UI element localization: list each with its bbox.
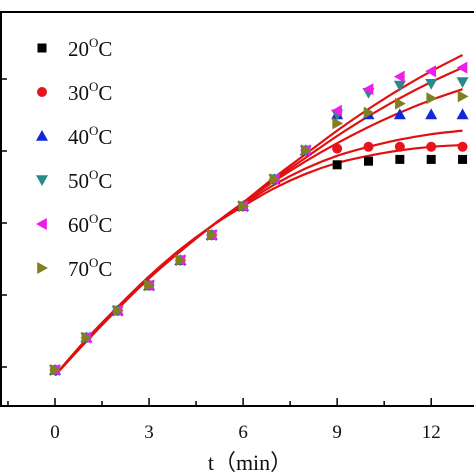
- data-point-60-2: [393, 70, 405, 83]
- data-point-30-0: [332, 143, 343, 154]
- fit-curve-1: [54, 143, 463, 377]
- x-axis: 0 3 6 9 12: [7, 398, 441, 443]
- legend-label-20: 20OC: [68, 35, 112, 61]
- legend-label-60: 60OC: [68, 211, 112, 237]
- legend-marker-20: [37, 43, 47, 53]
- data-point-70-0: [332, 117, 344, 130]
- data-point-60-3: [425, 65, 436, 78]
- data-point-30-1: [363, 141, 374, 152]
- data-point-70-common-8: [301, 144, 312, 157]
- data-point-70-common-2: [112, 304, 124, 317]
- x-tick-label: 6: [238, 422, 248, 443]
- data-point-70-common-4: [175, 254, 187, 267]
- data-point-70-common-1: [81, 331, 93, 344]
- legend-label-70: 70OC: [68, 255, 112, 281]
- data-point-70-3: [426, 92, 438, 105]
- legend-label-50: 50OC: [68, 167, 112, 193]
- fit-curve-3: [54, 88, 463, 377]
- data-point-70-4: [457, 90, 469, 103]
- data-point-70-1: [363, 106, 375, 119]
- data-point-50-4: [456, 77, 469, 88]
- data-point-50-3: [425, 79, 438, 90]
- legend-marker-70: [37, 262, 48, 274]
- data-point-20-2: [395, 154, 405, 164]
- x-axis-title: t（min）: [208, 450, 292, 474]
- data-point-40-3: [425, 108, 438, 120]
- data-point-70-common-0: [50, 364, 61, 376]
- data-markers: [49, 61, 469, 376]
- data-point-60-0: [331, 104, 342, 117]
- legend-marker-60: [36, 218, 47, 230]
- x-tick-label: 12: [422, 422, 441, 443]
- legend-marker-40: [36, 130, 48, 141]
- data-point-30-3: [426, 141, 437, 152]
- x-tick-label: 0: [50, 422, 60, 443]
- legend-marker-30: [37, 87, 47, 97]
- data-point-20-0: [332, 160, 342, 170]
- legend-label-40: 40OC: [68, 123, 112, 149]
- fit-curve-2: [54, 129, 463, 377]
- legend: 20OC 30OC 40OC 50OC 60OC 70OC: [36, 35, 112, 281]
- data-point-40-4: [456, 108, 469, 120]
- legend-marker-50: [36, 175, 48, 186]
- data-point-70-common-6: [238, 200, 250, 213]
- legend-label-30: 30OC: [68, 79, 112, 105]
- data-point-40-2: [393, 108, 406, 120]
- data-point-60-4: [456, 61, 468, 74]
- x-tick-label: 3: [144, 422, 154, 443]
- data-point-70-common-3: [144, 279, 156, 292]
- data-point-60-1: [362, 83, 374, 96]
- data-point-20-4: [458, 154, 468, 164]
- data-point-50-2: [393, 80, 406, 92]
- x-tick-label: 9: [332, 422, 342, 443]
- data-point-20-3: [426, 154, 436, 164]
- data-point-30-2: [394, 141, 405, 152]
- data-point-70-2: [395, 97, 406, 110]
- data-point-30-4: [457, 141, 468, 152]
- data-point-20-1: [364, 156, 373, 166]
- data-point-70-common-7: [269, 173, 281, 186]
- data-point-70-common-5: [206, 229, 218, 241]
